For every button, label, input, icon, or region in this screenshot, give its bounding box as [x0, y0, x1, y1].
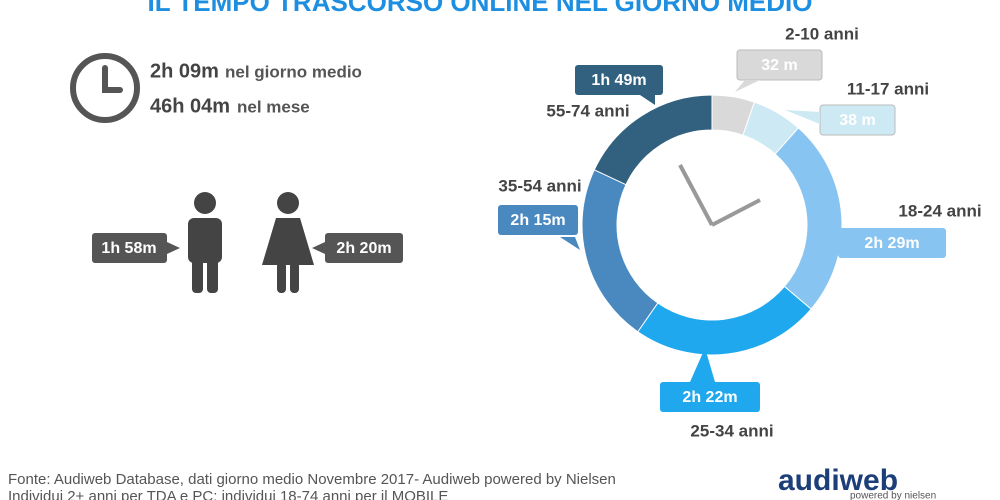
callout-pointer: [560, 237, 580, 250]
donut-segment: [774, 127, 843, 310]
monthly-label: nel mese: [237, 97, 310, 116]
daily-value: 2h 09m: [150, 60, 219, 82]
donut-segment: [581, 169, 659, 333]
logo: audiweb: [778, 464, 898, 497]
female-value: 2h 20m: [336, 240, 391, 257]
male-value: 1h 58m: [101, 240, 156, 257]
callout-pointer: [640, 95, 655, 105]
clock-hands: [102, 65, 123, 93]
donut-chart: 2-10 anni 32 m 11-17 anni 38 m 18-24 anni 2h …: [498, 24, 982, 440]
male-pointer: [167, 242, 180, 254]
value-label: 1h 49m: [591, 72, 646, 89]
daily-label: nel giorno medio: [225, 62, 362, 81]
monthly-value: 46h 04m: [150, 95, 230, 117]
category-label: 25-34 anni: [690, 421, 773, 440]
male-box: [92, 233, 167, 263]
value-label: 32 m: [761, 57, 797, 74]
category-label: 11-17 anni: [847, 79, 929, 98]
callout-pointer: [815, 232, 838, 250]
callout-pointer: [735, 80, 760, 92]
value-label: 38 m: [839, 112, 875, 129]
donut-segment: [637, 285, 812, 356]
callout-box: [736, 49, 823, 81]
callout-box: [660, 382, 760, 412]
value-label: 2h 22m: [682, 389, 737, 406]
category-label: 18-24 anni: [898, 201, 981, 220]
clock-icon: [70, 53, 140, 123]
value-label: 2h 29m: [864, 235, 919, 252]
female-box: [325, 233, 403, 263]
logo-sub: powered by nielsen: [850, 491, 936, 500]
callout-box: [575, 65, 663, 95]
female-pointer: [312, 242, 325, 254]
callout-pointer: [690, 348, 715, 382]
donut-segment: [593, 94, 713, 186]
category-label: 55-74 anni: [546, 101, 629, 120]
callout-pointer: [785, 110, 820, 124]
callout-box: [498, 205, 578, 235]
title: IL TEMPO TRASCORSO ONLINE NEL GIORNO MED…: [148, 0, 813, 17]
value-label: 2h 15m: [510, 212, 565, 229]
category-label: 35-54 anni: [498, 176, 581, 195]
female-icon: [262, 192, 314, 293]
note: Individui 2+ anni per TDA e PC; individu…: [8, 488, 448, 500]
callout-box: [838, 228, 946, 258]
male-icon: [188, 192, 222, 293]
clock-hands-center: [678, 164, 761, 227]
source: Fonte: Audiweb Database, dati giorno med…: [8, 471, 616, 488]
category-label: 2-10 anni: [785, 24, 859, 43]
